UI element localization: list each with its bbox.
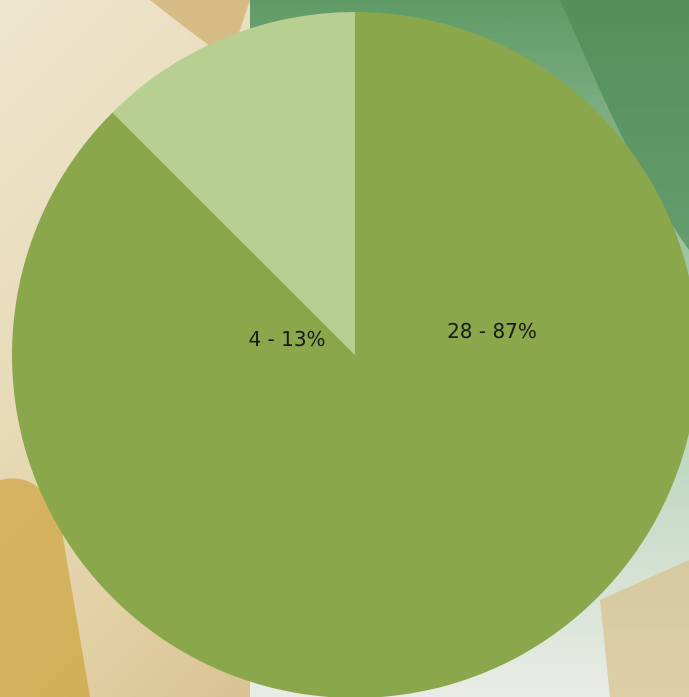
pie-labels: 28 - 87% 4 - 13% [248, 319, 536, 351]
pie-slice-0 [12, 12, 689, 697]
pie-slices [12, 12, 689, 697]
pie-slice-1 [112, 12, 355, 355]
pie-slice-label-0: 28 - 87% [447, 319, 537, 343]
pie-slice-label-1: 4 - 13% [248, 327, 325, 351]
